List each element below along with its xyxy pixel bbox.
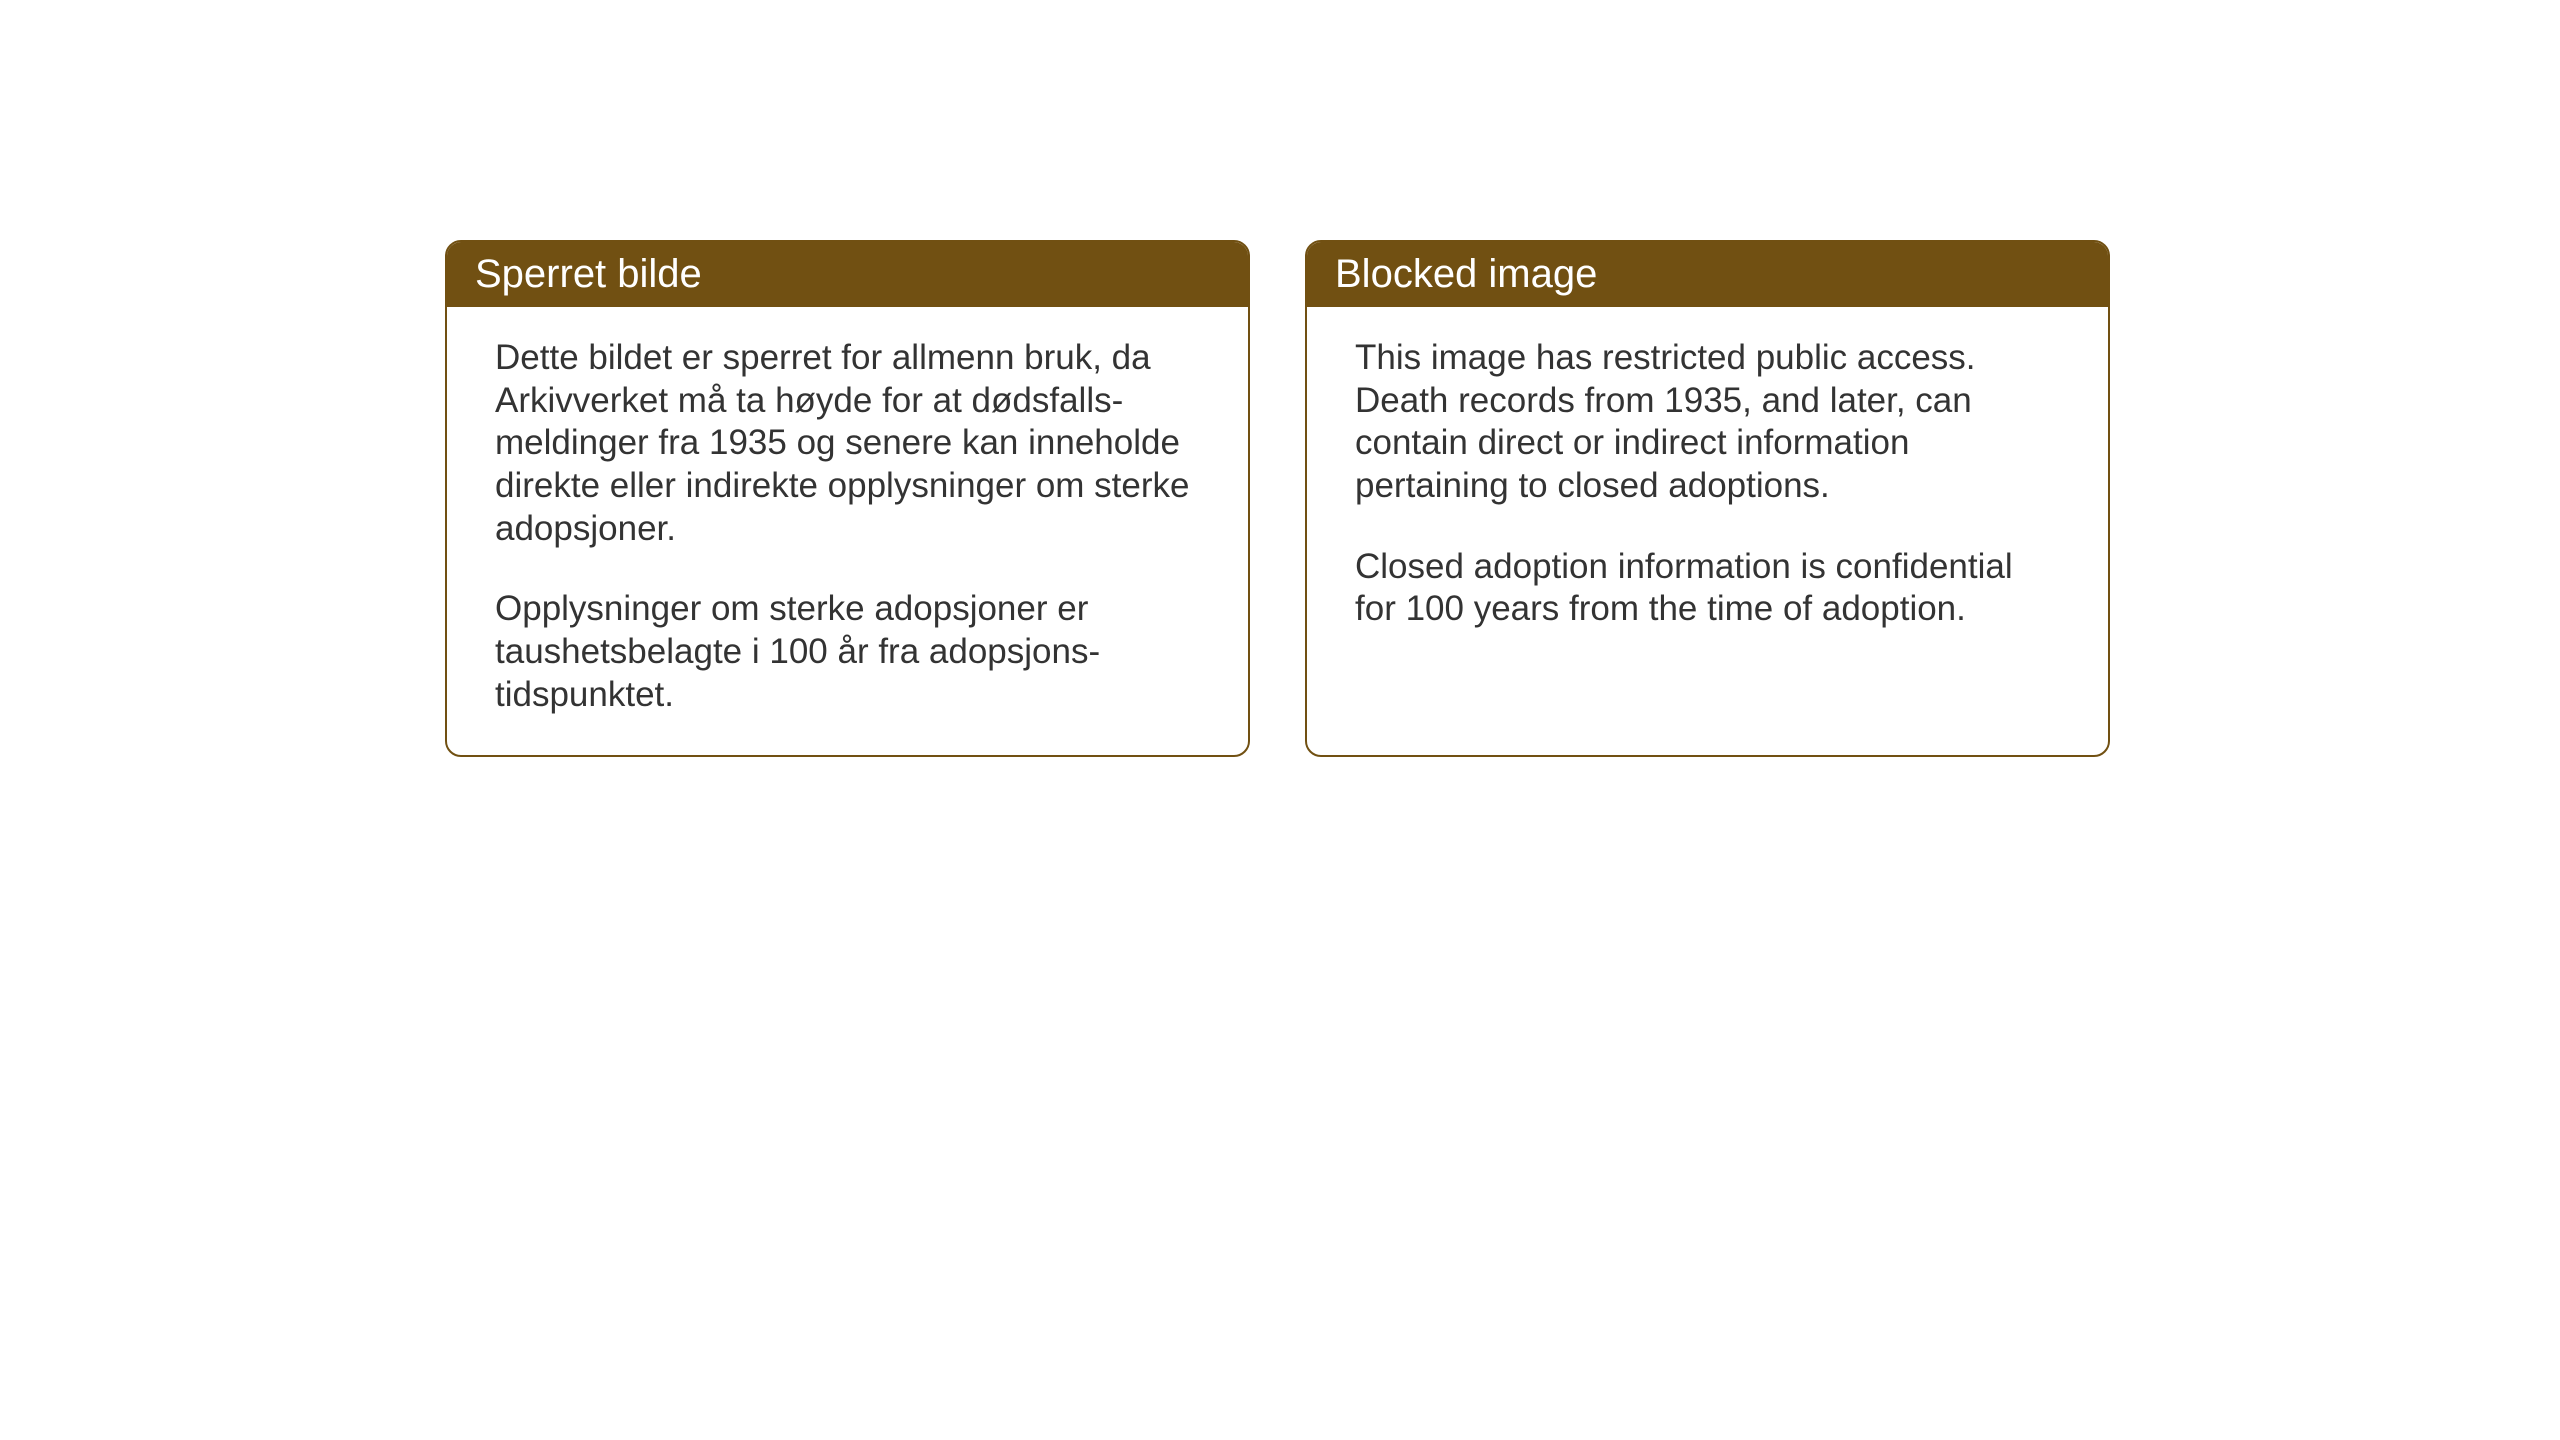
card-title-norwegian: Sperret bilde — [475, 252, 702, 296]
card-title-english: Blocked image — [1335, 252, 1597, 296]
cards-container: Sperret bilde Dette bildet er sperret fo… — [445, 240, 2110, 757]
card-body-english: This image has restricted public access.… — [1307, 307, 2108, 669]
card-norwegian: Sperret bilde Dette bildet er sperret fo… — [445, 240, 1250, 757]
card-paragraph-norwegian-1: Dette bildet er sperret for allmenn bruk… — [495, 337, 1200, 550]
card-header-english: Blocked image — [1307, 242, 2108, 307]
card-header-norwegian: Sperret bilde — [447, 242, 1248, 307]
card-paragraph-english-1: This image has restricted public access.… — [1355, 337, 2060, 508]
card-paragraph-english-2: Closed adoption information is confident… — [1355, 546, 2060, 631]
card-english: Blocked image This image has restricted … — [1305, 240, 2110, 757]
card-paragraph-norwegian-2: Opplysninger om sterke adopsjoner er tau… — [495, 588, 1200, 716]
card-body-norwegian: Dette bildet er sperret for allmenn bruk… — [447, 307, 1248, 755]
